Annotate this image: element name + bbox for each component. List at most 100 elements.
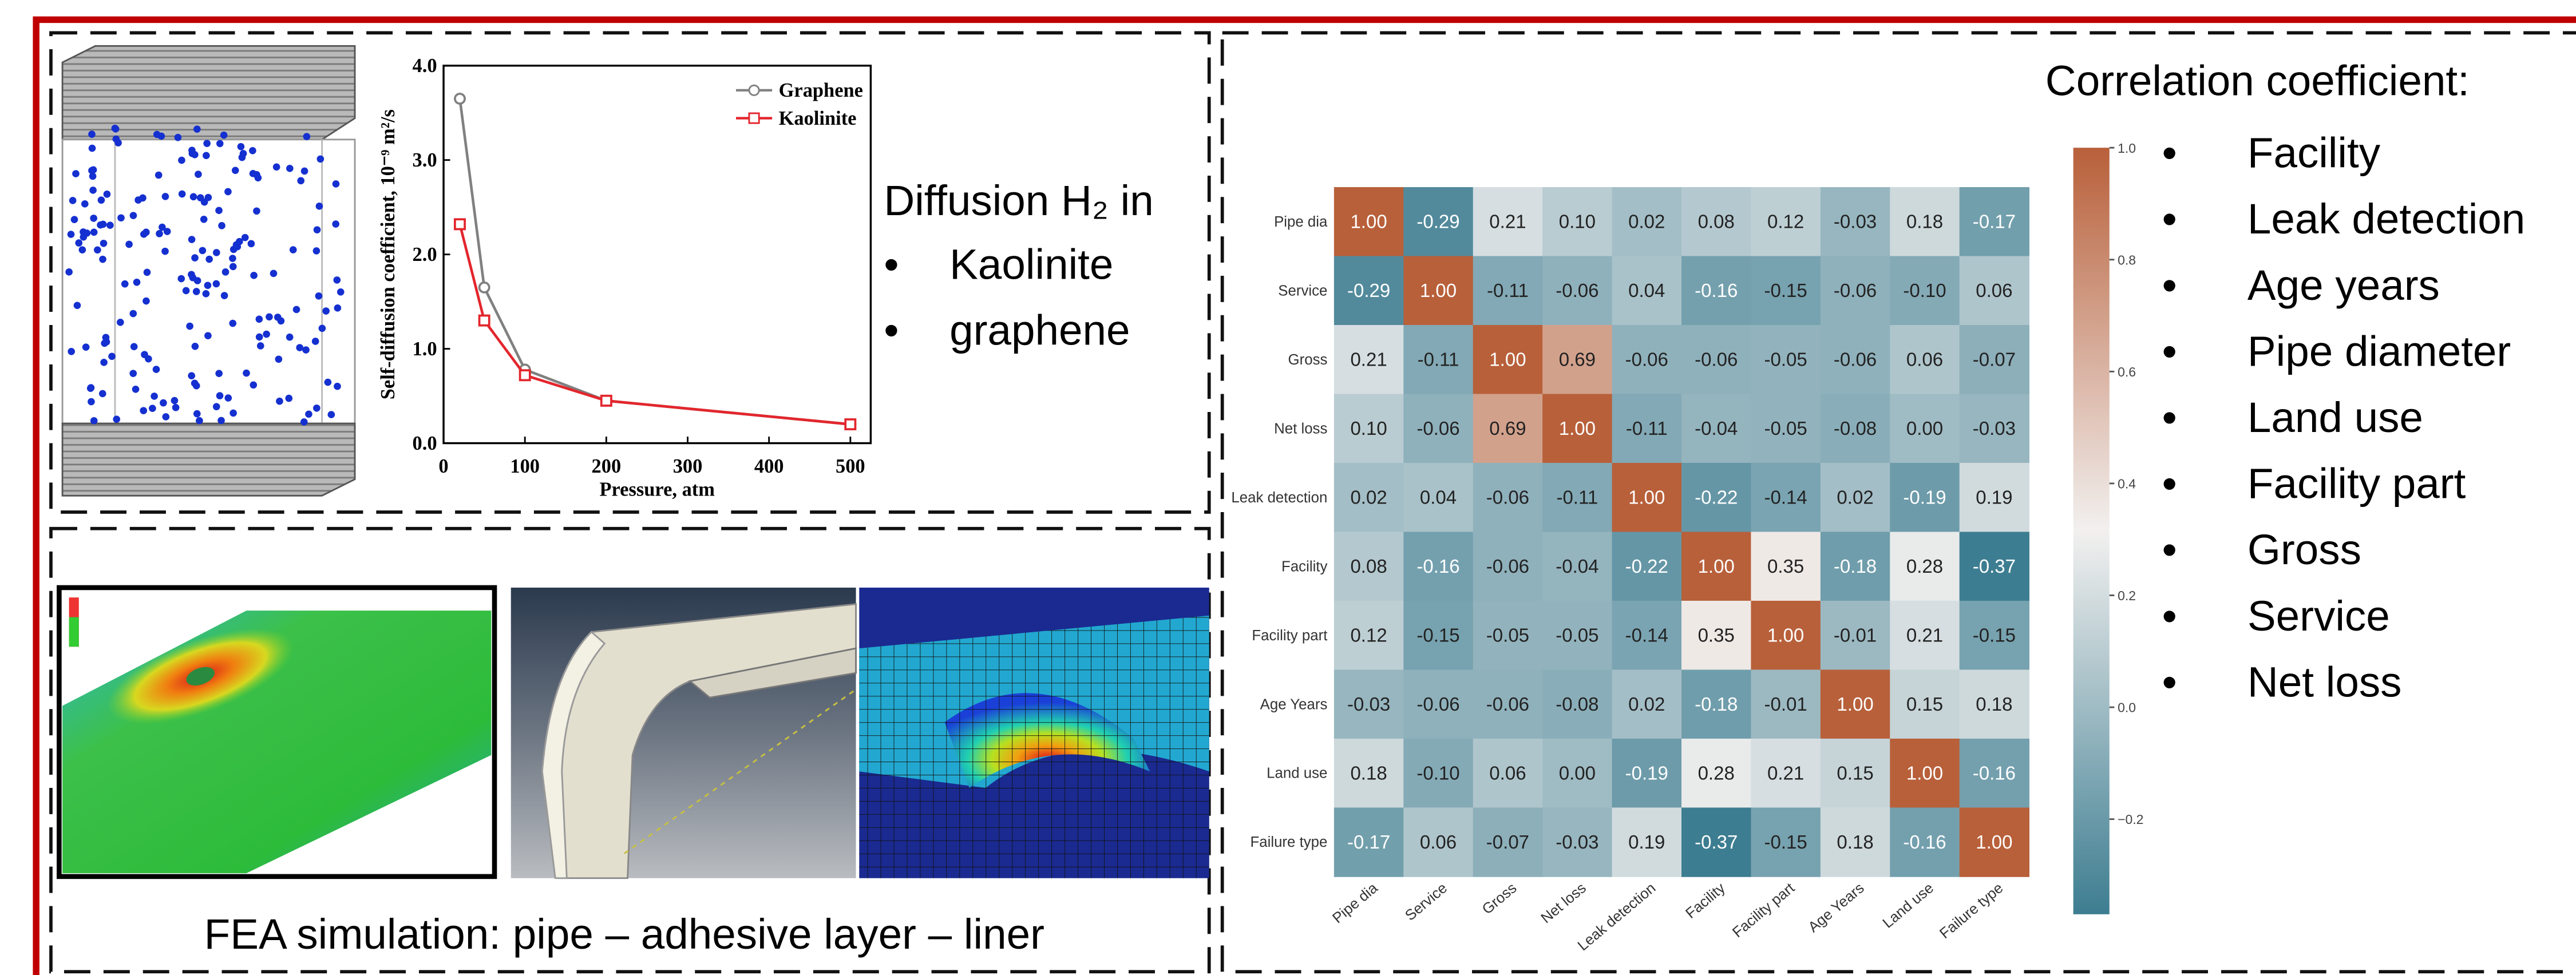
cell-label: -0.05 [1486,625,1529,646]
cell-label: 0.19 [1628,831,1665,853]
cell-label: -0.16 [1973,763,2016,784]
cell-label: 0.28 [1906,556,1943,577]
list-item: Kaolinite [949,240,1113,288]
x-tick-label: 400 [754,455,784,477]
list-item: Net loss [2247,657,2402,706]
cell-label: 0.04 [1420,487,1457,508]
cell-label: 1.00 [1489,349,1526,370]
x-tick-label: 300 [673,455,703,477]
cell-label: 0.10 [1350,418,1387,439]
bullet: • [2162,393,2177,441]
cell-label: 1.00 [1976,831,2012,853]
colorbar-tick-label: −0.2 [2118,812,2143,827]
x-tick-label: 200 [592,455,622,477]
bullet: • [2162,657,2177,706]
cell-label: 0.21 [1350,349,1387,370]
y-tick-label: 2.0 [413,244,437,265]
row-label: Service [1278,283,1327,299]
legend-label: Kaolinite [779,108,857,129]
cell-label: 0.28 [1698,763,1735,784]
cell-label: 1.00 [1628,487,1665,508]
cell-label: -0.11 [1418,349,1459,370]
cell-label: 1.00 [1767,625,1804,646]
cell-label: 0.00 [1906,418,1943,439]
cell-label: 0.18 [1837,831,1873,853]
fea-contour-image [59,588,494,877]
cell-label: 0.02 [1350,487,1387,508]
cell-label: 0.02 [1628,693,1665,715]
cell-label: -0.11 [1487,280,1529,301]
cell-label: -0.06 [1486,556,1529,577]
fea-mesh-image [859,588,1209,878]
cell-label: 0.10 [1559,211,1596,232]
cell-label: -0.05 [1556,625,1598,646]
cell-label: -0.15 [1973,625,2016,646]
cell-label: 1.00 [1559,418,1596,439]
row-label: Net loss [1274,421,1327,437]
cell-label: -0.06 [1416,693,1459,715]
cell-label: -0.17 [1973,211,2016,232]
bullet: • [884,306,899,354]
cell-label: 0.18 [1976,693,2012,715]
bullet: • [2162,195,2177,243]
cell-label: -0.14 [1764,487,1807,508]
marker [480,283,489,292]
bullet: • [2162,592,2177,640]
cell-label: -0.15 [1764,831,1807,853]
marker [480,316,489,326]
cell-label: -0.03 [1556,831,1598,853]
cell-label: -0.10 [1903,280,1946,301]
cell-label: -0.06 [1695,349,1738,370]
y-axis-label: Self-diffusion coefficient, 10⁻⁹ m²/s [377,109,399,399]
cell-label: 0.21 [1767,763,1804,784]
cell-label: -0.19 [1903,487,1946,508]
cell-label: 1.00 [1837,693,1873,715]
fea-pipe-image [511,588,856,878]
cell-label: 0.02 [1837,487,1873,508]
cell-label: -0.03 [1834,211,1877,232]
colorbar-tick-label: 0.6 [2118,364,2136,379]
cell-label: -0.06 [1834,349,1877,370]
y-tick-label: 0.0 [413,433,437,454]
x-axis-label: Pressure, atm [599,478,715,500]
cell-label: -0.18 [1695,693,1738,715]
legend-marker [749,113,759,123]
list-item: Facility part [2247,459,2466,508]
cell-label: -0.15 [1416,625,1459,646]
cell-label: -0.19 [1625,763,1668,784]
bullet: • [2162,129,2177,177]
cell-label: -0.06 [1556,280,1598,301]
panel-title: Correlation coefficient: [2045,56,2470,104]
caption: FEA simulation: pipe – adhesive layer – … [204,910,1044,958]
marker [845,419,855,429]
y-tick-label: 1.0 [413,338,437,360]
cell-label: -0.08 [1834,418,1877,439]
list-item: Age years [2247,261,2440,309]
row-label: Failure type [1250,834,1327,850]
cell-label: -0.07 [1486,831,1529,853]
bullet: • [2162,459,2177,508]
cell-label: 0.69 [1489,418,1526,439]
bullet: • [2162,261,2177,309]
cell-label: -0.16 [1695,280,1738,301]
cell-label: -0.06 [1486,487,1529,508]
cell-label: -0.06 [1416,418,1459,439]
cell-label: 0.35 [1698,625,1735,646]
cell-label: -0.05 [1764,418,1807,439]
list-item: Service [2247,592,2390,640]
cell-label: -0.15 [1764,280,1807,301]
cell-label: 1.00 [1698,556,1735,577]
cell-label: 0.18 [1350,763,1387,784]
cell-label: -0.03 [1347,693,1390,715]
bullet: • [884,240,899,288]
marker [520,370,530,380]
marker [455,219,465,229]
row-label: Land use [1267,766,1327,782]
cell-label: 0.06 [1420,831,1457,853]
list-item: Leak detection [2247,195,2525,243]
cell-label: -0.17 [1347,831,1390,853]
cell-label: -0.37 [1973,556,2016,577]
cell-label: 0.06 [1489,763,1526,784]
cell-label: -0.03 [1973,418,2016,439]
cell-label: -0.37 [1695,831,1738,853]
